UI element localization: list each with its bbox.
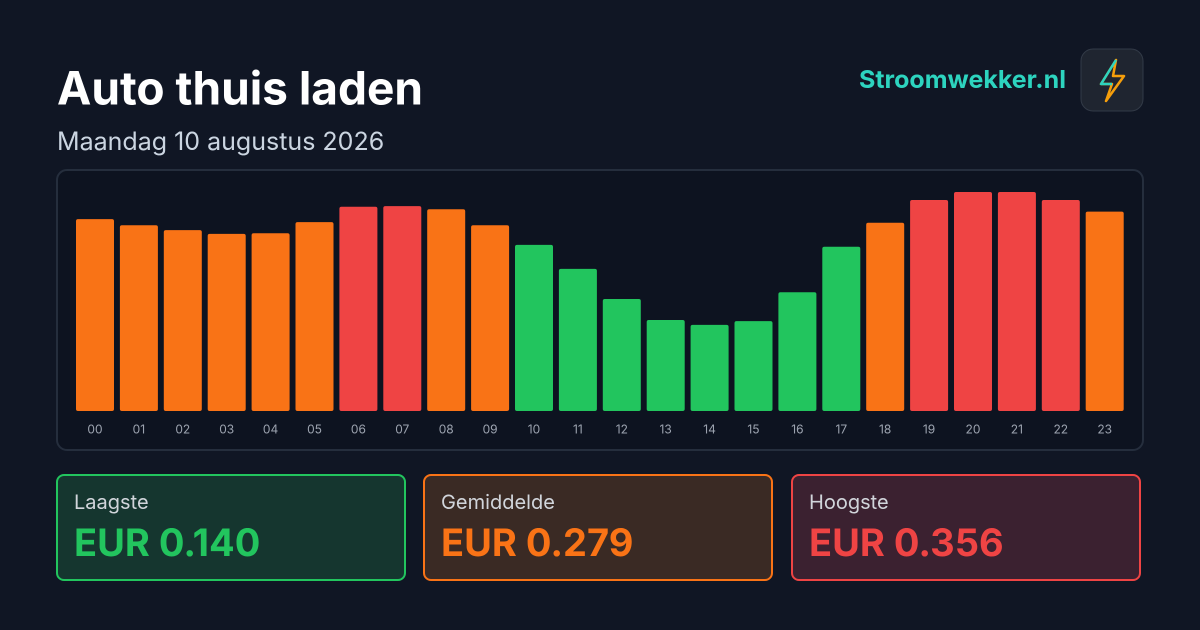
x-tick-label: 01 xyxy=(133,421,145,436)
bar xyxy=(822,246,861,411)
x-tick-label: 00 xyxy=(87,421,102,436)
x-tick-label: 07 xyxy=(395,421,409,436)
bar xyxy=(339,206,378,411)
bar xyxy=(1085,211,1124,411)
bar xyxy=(295,222,334,411)
x-tick-label: 13 xyxy=(660,421,672,436)
stat-card: Laagste EUR 0.140 xyxy=(56,474,406,581)
stat-label: Laagste xyxy=(74,490,149,514)
stat-label: Hoogste xyxy=(809,490,889,514)
x-tick-label: 16 xyxy=(791,421,803,436)
stat-value: EUR 0.279 xyxy=(441,520,634,566)
x-tick-label: 23 xyxy=(1097,421,1112,436)
x-tick-label: 05 xyxy=(307,421,322,436)
bar xyxy=(1041,199,1080,411)
x-tick-label: 09 xyxy=(483,421,498,436)
bar xyxy=(866,222,905,411)
x-tick-label: 04 xyxy=(263,421,279,436)
bar xyxy=(119,225,158,411)
bar xyxy=(471,225,510,411)
bar xyxy=(427,209,466,411)
x-tick-label: 03 xyxy=(219,421,234,436)
x-tick-label: 19 xyxy=(923,421,935,436)
stat-value: EUR 0.356 xyxy=(809,520,1004,566)
chart: Auto thuis laden Maandag 10 augustus 202… xyxy=(56,48,1144,451)
stat-label: Gemiddelde xyxy=(441,490,555,514)
stat-value: EUR 0.140 xyxy=(74,520,261,566)
subtitle: Maandag 10 augustus 2026 xyxy=(57,127,384,157)
bar xyxy=(602,299,641,411)
bar xyxy=(954,192,992,411)
title: Auto thuis laden xyxy=(57,61,423,117)
x-tick-label: 06 xyxy=(351,421,366,436)
bar xyxy=(690,324,729,411)
x-tick-label: 14 xyxy=(703,421,716,436)
x-tick-label: 21 xyxy=(1011,421,1023,436)
brand: Stroomwekker.nl xyxy=(859,65,1066,95)
x-tick-label: 15 xyxy=(747,421,759,436)
bar xyxy=(778,292,817,411)
x-tick-label: 11 xyxy=(573,421,583,436)
x-tick-label: 18 xyxy=(879,421,891,436)
x-tick-label: 10 xyxy=(528,421,540,436)
stat-card: Gemiddelde EUR 0.279 xyxy=(423,474,773,581)
bar xyxy=(910,199,949,411)
stat-card: Hoogste EUR 0.356 xyxy=(791,474,1141,581)
x-tick-label: 22 xyxy=(1053,421,1068,436)
bar xyxy=(558,268,597,411)
bar xyxy=(251,233,290,411)
logo-bolt-accent xyxy=(1099,59,1118,86)
x-tick-label: 08 xyxy=(439,421,454,436)
x-tick-label: 12 xyxy=(616,421,628,436)
x-tick-label: 02 xyxy=(175,421,190,436)
bar xyxy=(646,319,685,411)
bar xyxy=(163,230,202,411)
bar xyxy=(997,192,1036,411)
bar xyxy=(207,233,246,411)
bar xyxy=(515,244,553,411)
bar xyxy=(734,321,773,411)
x-tick-label: 20 xyxy=(966,421,981,436)
bar xyxy=(383,206,422,411)
bar xyxy=(76,219,114,411)
x-tick-label: 17 xyxy=(835,421,847,436)
logo-box xyxy=(1080,48,1144,112)
